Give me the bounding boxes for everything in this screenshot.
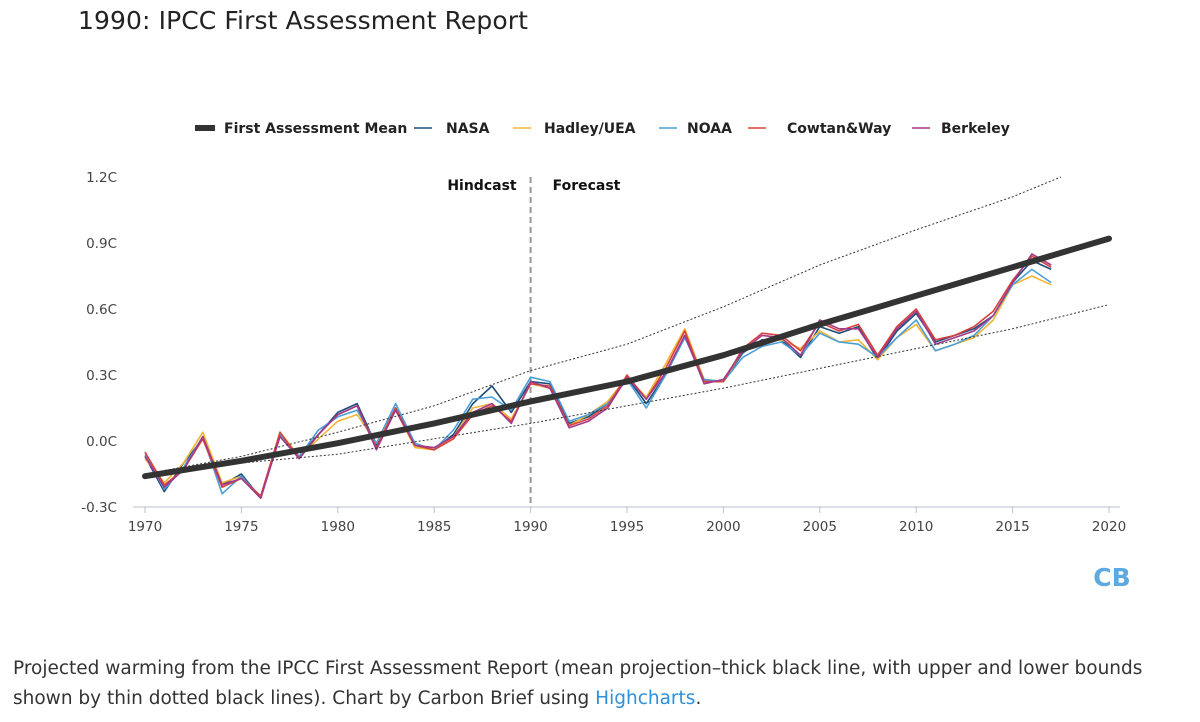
caption-end: . (695, 688, 702, 709)
legend-item-berkeley[interactable]: Berkeley (912, 121, 1010, 137)
carbon-brief-logo: CB (1093, 563, 1130, 592)
y-tick-label: 0.9C (86, 236, 117, 252)
y-axis: -0.3C 0.0C 0.3C 0.6C 0.9C 1.2C (81, 170, 117, 516)
x-axis: 1970 1975 1980 1985 1990 1995 2000 2005 2010 2015… (128, 506, 1126, 535)
series-line-upper-bound (144, 176, 1061, 475)
x-tick-label: 1975 (224, 519, 258, 535)
legend-label-mean: First Assessment Mean (224, 121, 407, 137)
x-tick-label: 2000 (706, 519, 740, 535)
legend-item-nasa[interactable]: NASA (414, 121, 490, 137)
series-line-berkeley (144, 253, 1052, 499)
y-tick-label: 0.6C (86, 302, 117, 318)
y-tick-label: 1.2C (86, 170, 117, 186)
legend-item-cowtan-way[interactable]: Cowtan&Way (748, 121, 891, 137)
chart-area: First Assessment Mean NASA Hadley/UEA NO… (81, 121, 1130, 592)
hindcast-label: Hindcast (447, 178, 517, 194)
legend-label-hadley: Hadley/UEA (544, 121, 636, 137)
series-line-noaa (144, 268, 1052, 499)
y-tick-label: 0.3C (86, 368, 117, 384)
legend-label-nasa: NASA (446, 121, 490, 137)
series-line-lower-bound (144, 304, 1110, 477)
x-tick-label: 1985 (417, 519, 451, 535)
x-tick-label: 2020 (1092, 519, 1126, 535)
logo-text: CB (1093, 563, 1130, 592)
forecast-label: Forecast (553, 178, 621, 194)
legend-label-cowtan-way: Cowtan&Way (787, 121, 891, 137)
x-tick-label: 2015 (995, 519, 1029, 535)
y-tick-label: -0.3C (81, 500, 117, 516)
x-tick-label: 1970 (128, 519, 162, 535)
legend-item-hadley[interactable]: Hadley/UEA (513, 121, 636, 137)
figure-caption: Projected warming from the IPCC First As… (13, 654, 1193, 714)
legend-label-berkeley: Berkeley (941, 121, 1010, 137)
plot-area (142, 176, 1112, 507)
x-tick-label: 1995 (610, 519, 644, 535)
x-tick-label: 2010 (899, 519, 933, 535)
series-line-cowtan-way (144, 255, 1052, 497)
x-tick-label: 1990 (513, 519, 547, 535)
x-tick-label: 1980 (321, 519, 355, 535)
y-tick-label: 0.0C (86, 434, 117, 450)
legend-item-noaa[interactable]: NOAA (659, 121, 732, 137)
series-line-first-assessment-mean (142, 235, 1112, 480)
caption-text: Projected warming from the IPCC First As… (13, 658, 1143, 709)
x-tick-label: 2005 (803, 519, 837, 535)
highcharts-link[interactable]: Highcharts (595, 688, 696, 709)
legend-item-mean[interactable]: First Assessment Mean (195, 121, 407, 137)
chart-title: 1990: IPCC First Assessment Report (78, 6, 529, 35)
legend: First Assessment Mean NASA Hadley/UEA NO… (195, 121, 1010, 137)
legend-label-noaa: NOAA (687, 121, 732, 137)
